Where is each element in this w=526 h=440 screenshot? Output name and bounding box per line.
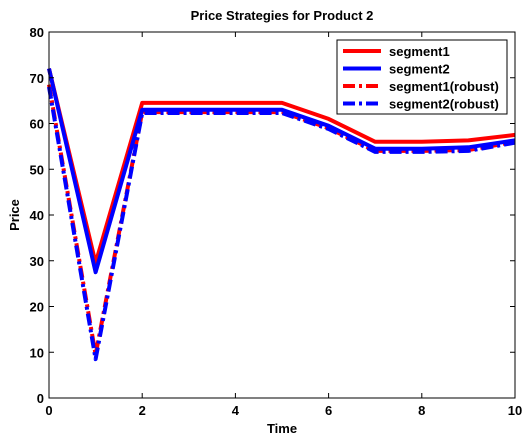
legend-label: segment2(robust) (389, 97, 499, 112)
y-axis-label: Price (7, 199, 22, 231)
x-tick-label: 0 (45, 403, 52, 418)
y-tick-label: 80 (30, 25, 44, 40)
y-tick-label: 0 (37, 391, 44, 406)
x-axis-label: Time (267, 421, 297, 436)
x-tick-label: 8 (418, 403, 425, 418)
series-line-segment2 (47, 68, 516, 275)
x-tick-label: 10 (508, 403, 522, 418)
series-line-segment2robust (47, 86, 516, 362)
x-tick-label: 6 (325, 403, 332, 418)
x-tick-label: 4 (232, 403, 240, 418)
y-tick-label: 60 (30, 117, 44, 132)
legend-label: segment1(robust) (389, 79, 499, 94)
y-tick-label: 40 (30, 208, 44, 223)
y-tick-label: 10 (30, 345, 44, 360)
chart-title: Price Strategies for Product 2 (191, 8, 374, 23)
legend-label: segment1 (389, 44, 450, 59)
series-layer (47, 68, 516, 362)
series-line-segment1 (47, 68, 516, 265)
x-tick-label: 2 (139, 403, 146, 418)
y-tick-label: 30 (30, 254, 44, 269)
y-tick-label: 70 (30, 71, 44, 86)
legend: segment1 segment2 segment1(robust) segment2… (336, 39, 508, 115)
y-tick-label: 50 (30, 162, 44, 177)
legend-label: segment2 (389, 62, 450, 77)
axes: 0 2 4 6 8 10 0 10 20 30 40 50 60 70 80 (30, 25, 523, 418)
y-tick-label: 20 (30, 300, 44, 315)
